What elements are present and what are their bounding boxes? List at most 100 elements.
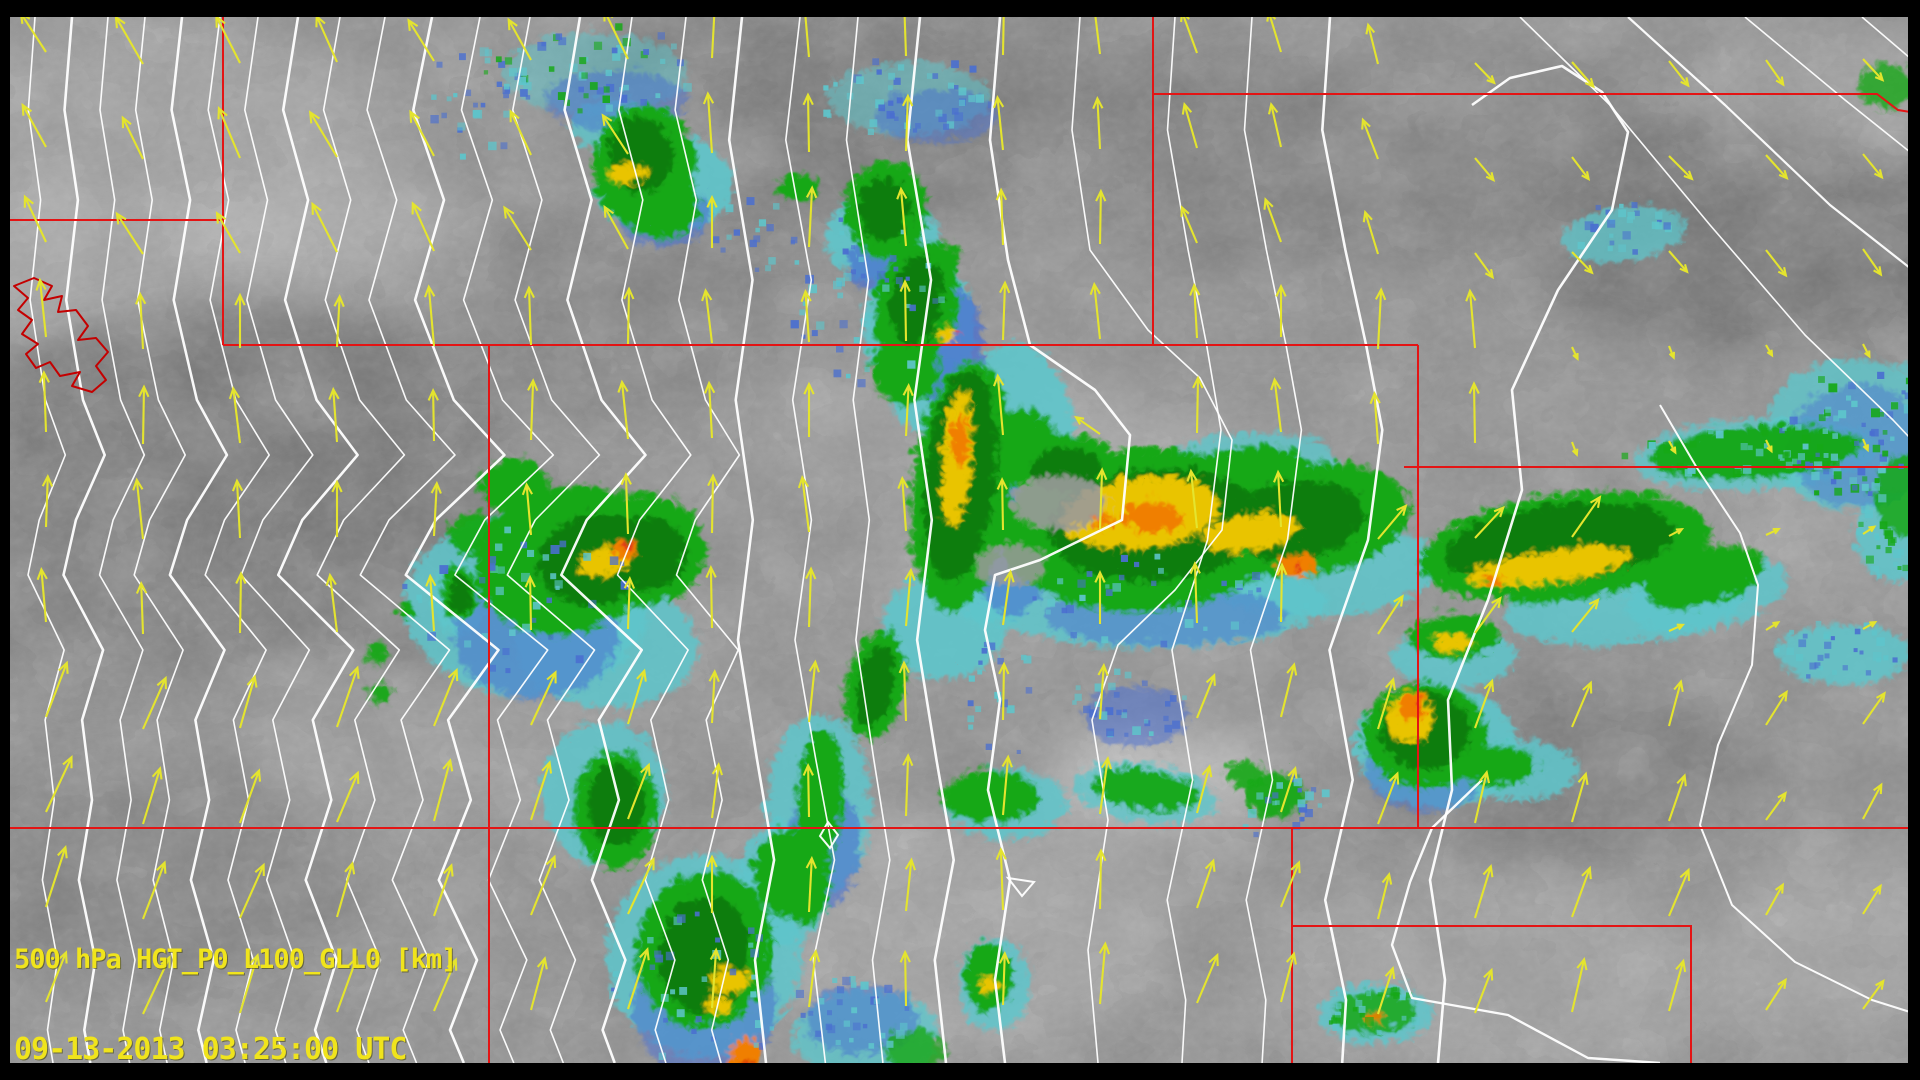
wind-arrow bbox=[1862, 782, 1883, 820]
wind-arrow bbox=[239, 768, 262, 824]
wind-arrow-shaft bbox=[1182, 17, 1198, 54]
wind-arrow bbox=[1094, 570, 1106, 624]
wind-arrow-shaft bbox=[1093, 284, 1102, 340]
wind-arrow bbox=[1571, 61, 1595, 89]
precip-speckle bbox=[907, 360, 916, 369]
precip-speckle bbox=[489, 664, 496, 672]
wind-arrow-shaft bbox=[1668, 869, 1690, 917]
wind-arrow-head bbox=[1285, 951, 1297, 965]
precip-speckle bbox=[1871, 428, 1879, 437]
precip-speckle bbox=[517, 48, 522, 53]
wind-arrow-head bbox=[1869, 621, 1878, 628]
wind-arrow-shaft bbox=[1279, 564, 1284, 623]
wind-arrow bbox=[1376, 872, 1393, 920]
precip-speckle bbox=[1732, 469, 1741, 477]
wind-arrow bbox=[1765, 689, 1788, 726]
wind-arrow-shaft bbox=[1180, 206, 1198, 244]
precip-speckle bbox=[488, 563, 496, 571]
height-contour bbox=[1744, 17, 1908, 152]
precip-speckle bbox=[537, 41, 547, 51]
precip-speckle bbox=[1877, 371, 1885, 379]
precip-speckle bbox=[1631, 202, 1638, 209]
precip-speckle bbox=[805, 274, 814, 284]
wind-arrow bbox=[521, 482, 534, 536]
wind-arrow-head bbox=[325, 572, 337, 587]
wind-arrow-shaft bbox=[530, 762, 551, 821]
wind-arrow-head bbox=[246, 674, 258, 688]
wind-arrow-head bbox=[524, 574, 536, 588]
precip-speckle bbox=[1859, 650, 1864, 655]
precip-speckle bbox=[1331, 1017, 1338, 1024]
wind-arrow-head bbox=[234, 292, 246, 306]
wind-arrow-shaft bbox=[135, 479, 145, 540]
precip-speckle bbox=[977, 669, 983, 675]
wind-arrow-head bbox=[38, 370, 50, 384]
precip-speckle bbox=[794, 260, 800, 265]
precip-speckle bbox=[504, 526, 511, 534]
precip-speckle bbox=[906, 303, 911, 309]
wind-arrow-head bbox=[805, 566, 817, 580]
wind-arrow-shaft bbox=[503, 207, 532, 251]
height-contour bbox=[784, 17, 836, 1063]
precip-speckle bbox=[1872, 652, 1882, 661]
precip-speckle bbox=[1293, 777, 1302, 787]
wind-arrow-head bbox=[1777, 791, 1787, 802]
precip-blob bbox=[946, 410, 966, 462]
radar-speckle-layer bbox=[402, 23, 1908, 1060]
precip-speckle bbox=[1817, 444, 1824, 451]
wind-arrow-head bbox=[1571, 448, 1579, 457]
precip-speckle bbox=[1815, 620, 1822, 627]
precip-speckle bbox=[1858, 521, 1864, 527]
wind-arrow-shaft bbox=[328, 575, 339, 633]
wind-arrow-head bbox=[1589, 495, 1602, 508]
precip-speckle bbox=[1802, 633, 1808, 639]
wind-arrow-head bbox=[620, 472, 632, 486]
wind-arrow-head bbox=[1772, 620, 1781, 628]
wind-arrow bbox=[1365, 22, 1380, 65]
precip-speckle bbox=[837, 292, 844, 299]
wind-arrow-head bbox=[62, 755, 73, 769]
precip-speckle bbox=[1077, 579, 1086, 588]
wind-arrow-head bbox=[1186, 468, 1198, 482]
wind-arrow-shaft bbox=[238, 573, 243, 634]
wind-arrow bbox=[1571, 495, 1602, 538]
wind-arrow-head bbox=[1777, 977, 1787, 989]
precip-speckle bbox=[522, 623, 531, 633]
precip-speckle bbox=[1828, 383, 1838, 393]
precip-speckle bbox=[1083, 705, 1091, 714]
precip-speckle bbox=[751, 974, 757, 980]
wind-arrow-shaft bbox=[1364, 211, 1380, 255]
precip-speckle bbox=[1782, 452, 1789, 459]
wind-arrow-head bbox=[1675, 958, 1687, 973]
wind-arrow bbox=[38, 370, 50, 433]
wind-arrow bbox=[1862, 691, 1886, 725]
precip-speckle bbox=[554, 580, 563, 589]
precip-speckle bbox=[1806, 674, 1811, 679]
precip-speckle bbox=[1061, 607, 1068, 614]
precip-speckle bbox=[1902, 564, 1908, 572]
wind-arrow-shaft bbox=[1571, 156, 1590, 180]
wind-arrow-head bbox=[132, 477, 144, 491]
wind-arrow bbox=[239, 862, 265, 919]
precip-speckle bbox=[1782, 426, 1787, 432]
wind-arrow-head bbox=[898, 660, 910, 674]
precip-blob bbox=[1853, 60, 1908, 104]
precip-speckle bbox=[1879, 454, 1887, 462]
precip-speckle bbox=[839, 320, 848, 329]
precip-speckle bbox=[1883, 527, 1892, 536]
wind-arrow-head bbox=[1286, 662, 1298, 676]
precip-blob bbox=[1008, 470, 1104, 526]
wind-arrow bbox=[1186, 468, 1199, 529]
wind-arrow-shaft bbox=[1193, 563, 1199, 624]
wind-arrow-shaft bbox=[1098, 943, 1107, 1005]
precip-blob bbox=[1119, 497, 1179, 529]
precip-speckle bbox=[1065, 605, 1074, 614]
wind-arrow bbox=[509, 109, 532, 156]
precip-speckle bbox=[766, 224, 774, 232]
wind-arrow bbox=[114, 17, 144, 65]
wind-arrow-head bbox=[1483, 678, 1495, 693]
precip-speckle bbox=[1853, 648, 1858, 653]
precip-speckle bbox=[1089, 709, 1098, 718]
wind-arrow bbox=[1094, 17, 1102, 55]
precip-speckle bbox=[1203, 626, 1208, 631]
